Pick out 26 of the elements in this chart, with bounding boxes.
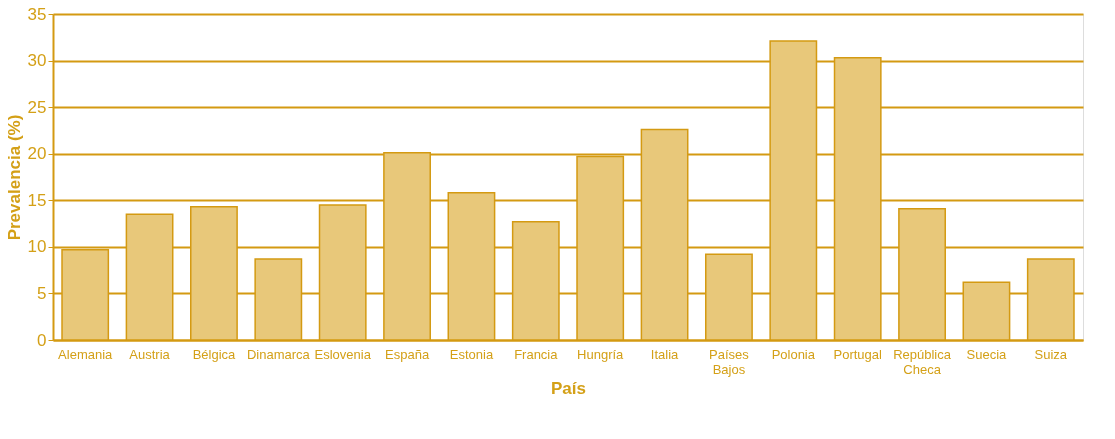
x-tick-label: Suecia [966,346,1008,362]
x-tick-label: Hungría [577,346,625,362]
x-tick-label: Bélgica [192,346,237,362]
y-tick-label: 35 [27,4,47,24]
x-tick-label: Austria [129,346,171,362]
y-tick-label: 15 [27,190,47,210]
y-tick-label: 25 [27,97,47,117]
y-tick-label: 0 [37,330,47,350]
x-tick-label: Dinamarca [246,346,311,362]
x-tick-label: República Checa [893,346,952,377]
y-tick-label: 20 [27,144,47,164]
x-tick-label: Eslovenia [314,346,372,362]
x-tick-label: Portugal [833,346,883,362]
y-tick-label: 5 [37,283,47,303]
y-tick-label: 30 [27,51,47,71]
x-tick-label: Italia [650,346,680,362]
x-tick-label: España [385,346,430,362]
x-tick-label: Estonia [449,346,494,362]
y-tick-label: 10 [27,237,47,257]
x-tick-label: Suiza [1034,346,1068,362]
y-axis-title: Prevalencia (%) [4,114,24,241]
x-tick-label: Alemania [58,346,114,362]
x-axis-title: País [551,378,586,398]
x-tick-label: Francia [514,346,559,362]
x-tick-label: Países Bajos [709,346,750,377]
x-tick-label: Polonia [771,346,816,362]
